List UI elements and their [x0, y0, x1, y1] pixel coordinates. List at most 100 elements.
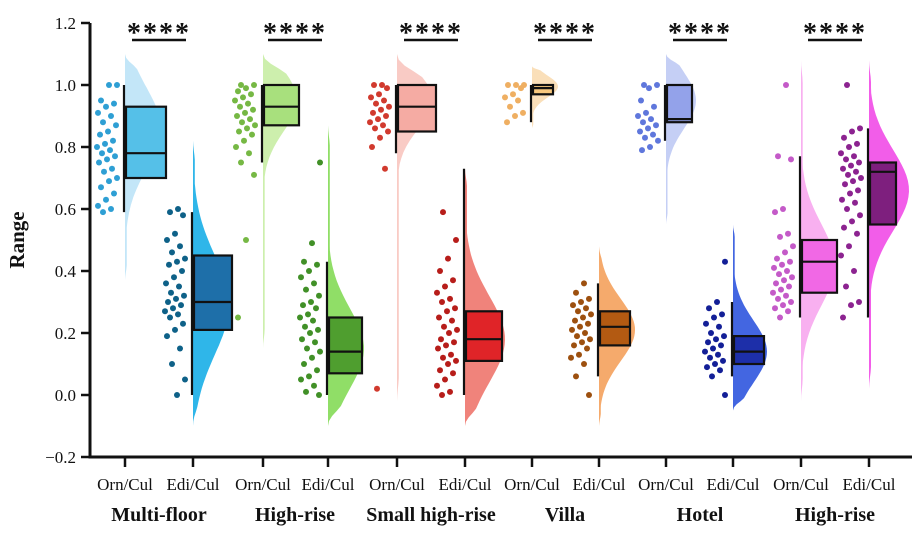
data-point [784, 268, 790, 274]
data-point [838, 252, 844, 259]
data-point [236, 128, 242, 135]
data-point [450, 370, 456, 377]
violin-g6-orn-cul [801, 60, 835, 402]
data-points-g3-edi-cul [434, 209, 460, 398]
data-point [853, 168, 859, 175]
data-point [447, 295, 453, 302]
data-point [850, 178, 856, 185]
data-point [775, 295, 781, 302]
data-point [97, 131, 103, 138]
data-point [179, 268, 185, 274]
data-point [109, 165, 115, 172]
data-point [786, 283, 792, 290]
data-point [106, 178, 112, 185]
data-point [785, 230, 791, 237]
significance-stars-g3: **** [399, 18, 463, 49]
data-point [434, 289, 440, 296]
data-point [162, 308, 168, 315]
data-point [367, 119, 373, 126]
data-point [108, 113, 114, 119]
data-point [304, 345, 310, 352]
data-point [374, 385, 380, 392]
data-point [852, 199, 858, 206]
data-point [114, 82, 120, 88]
data-point [639, 147, 645, 154]
data-point [114, 175, 120, 181]
data-point [105, 128, 111, 135]
data-point [586, 392, 592, 398]
data-point [302, 323, 308, 330]
data-point [440, 354, 446, 361]
data-point [637, 128, 643, 135]
data-point [445, 255, 451, 262]
data-point [251, 82, 257, 88]
data-point [235, 314, 241, 321]
data-point [442, 283, 448, 290]
data-point [510, 91, 516, 98]
data-point [316, 292, 322, 299]
data-point [369, 144, 375, 150]
data-point [165, 299, 171, 305]
data-point [378, 106, 384, 113]
data-point [843, 283, 849, 290]
data-point [164, 237, 170, 243]
data-point [568, 354, 574, 361]
data-point [168, 289, 174, 296]
data-point [702, 348, 708, 355]
data-point [245, 100, 251, 107]
data-point [311, 382, 317, 389]
x-tick-label-g5-edi-cul: Edi/Cul [707, 475, 760, 494]
significance-stars-g5: **** [668, 18, 732, 49]
data-point [580, 314, 586, 321]
data-point [505, 82, 511, 88]
data-point [239, 119, 245, 126]
data-point [314, 367, 320, 374]
data-point [577, 323, 583, 330]
data-point [177, 243, 183, 250]
data-point [439, 299, 445, 305]
data-point [246, 150, 252, 157]
data-point [774, 255, 780, 262]
data-point [96, 159, 102, 166]
data-point [645, 125, 651, 132]
data-point [771, 264, 777, 271]
data-point [180, 212, 186, 219]
data-point [370, 109, 376, 116]
data-point [102, 140, 108, 147]
data-point [844, 82, 850, 88]
data-point [303, 286, 309, 293]
data-point [316, 392, 322, 398]
data-point [838, 150, 844, 157]
data-point [722, 258, 728, 265]
significance-stars-g1: **** [127, 18, 191, 49]
data-point [238, 82, 244, 88]
data-point [635, 113, 641, 119]
y-tick-label: 0.2 [55, 324, 76, 343]
data-point [303, 388, 309, 395]
data-points-g3-orn-cul [367, 82, 392, 392]
group-label-g2: High-rise [255, 504, 335, 526]
data-point [573, 373, 579, 380]
data-point [779, 261, 785, 268]
data-point [770, 289, 776, 296]
data-point [578, 299, 584, 305]
data-point [790, 243, 796, 250]
data-point [708, 330, 714, 336]
data-point [650, 131, 656, 138]
data-point [249, 131, 255, 138]
x-tick-label-g3-edi-cul: Edi/Cul [439, 475, 492, 494]
data-point [111, 190, 117, 197]
y-tick-label: −0.2 [45, 448, 76, 467]
boxplot-box-g3-orn-cul [396, 83, 438, 133]
data-point [582, 330, 588, 336]
data-point [299, 336, 305, 343]
y-tick-label: 0.6 [55, 200, 76, 219]
boxplot-box-g2-edi-cul [327, 316, 364, 375]
data-point [575, 308, 581, 315]
data-point [858, 175, 864, 181]
data-point [570, 302, 576, 309]
data-point [583, 305, 589, 312]
boxplot-box-g5-edi-cul [732, 335, 766, 366]
data-point [586, 295, 592, 302]
data-point [785, 308, 791, 315]
